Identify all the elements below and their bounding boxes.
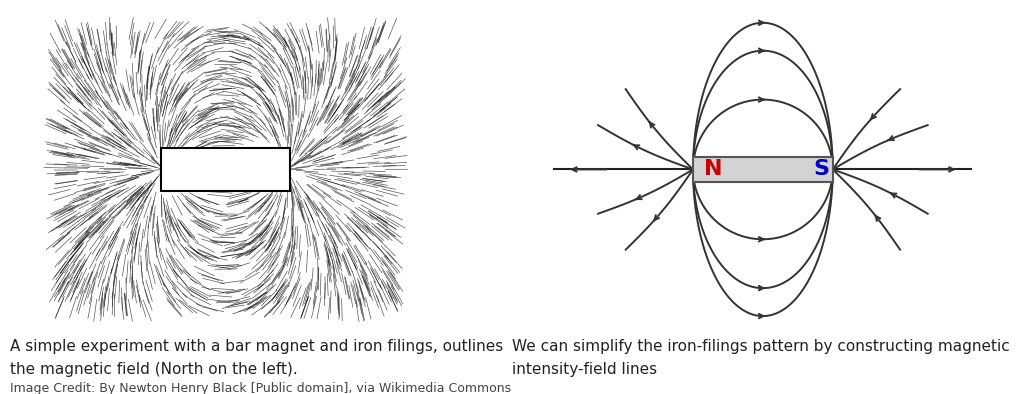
Text: We can simplify the iron-filings pattern by constructing magnetic: We can simplify the iron-filings pattern… — [512, 339, 1010, 354]
Text: S: S — [813, 160, 829, 179]
Text: N: N — [703, 160, 722, 179]
Text: S: S — [257, 162, 267, 177]
FancyBboxPatch shape — [161, 148, 290, 191]
Bar — [693, 157, 833, 182]
Text: A simple experiment with a bar magnet and iron filings, outlines: A simple experiment with a bar magnet an… — [10, 339, 504, 354]
Text: the magnetic field (North on the left).: the magnetic field (North on the left). — [10, 362, 298, 377]
Text: N: N — [182, 162, 195, 177]
Text: Image Credit: By Newton Henry Black [Public domain], via Wikimedia Commons: Image Credit: By Newton Henry Black [Pub… — [10, 382, 511, 394]
Text: intensity-field lines: intensity-field lines — [512, 362, 657, 377]
